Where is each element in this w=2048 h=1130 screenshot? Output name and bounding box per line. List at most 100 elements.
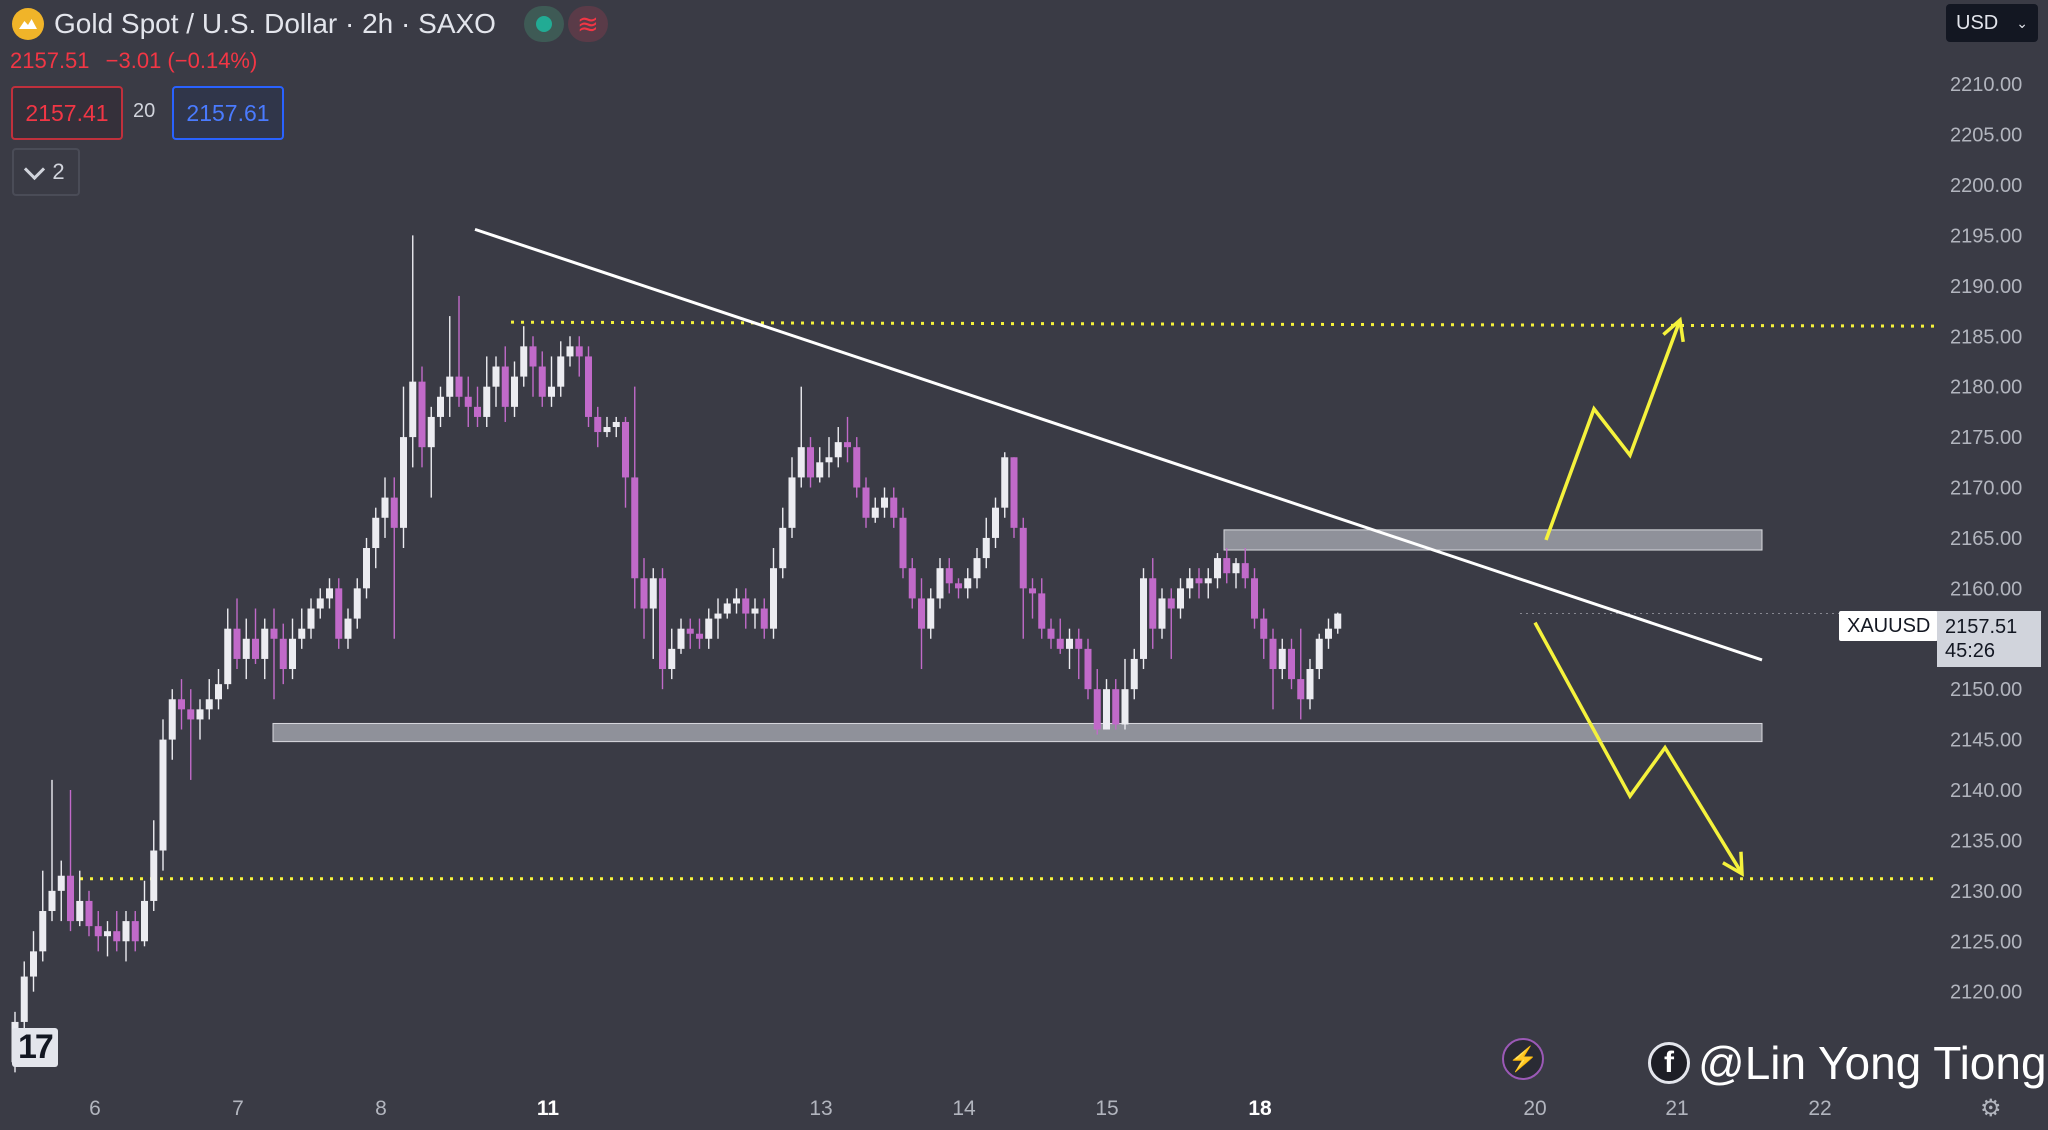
x-axis-tick-label: 14 <box>952 1097 976 1120</box>
candle-body <box>862 487 870 518</box>
y-axis-tick-label: 2205.00 <box>1950 125 2022 147</box>
candle-body <box>520 346 528 377</box>
indicators-toggle[interactable]: 2 <box>12 148 80 196</box>
sell-button[interactable]: 2157.41 <box>11 86 123 140</box>
candle-body <box>557 356 565 387</box>
candle-body <box>585 356 592 417</box>
candle-body <box>215 684 222 700</box>
candle-body <box>529 346 537 367</box>
spread-value: 20 <box>133 100 156 122</box>
candle-body <box>1204 578 1212 584</box>
x-axis-tick-label: 7 <box>232 1097 244 1120</box>
candle-body <box>594 416 602 433</box>
buy-button[interactable]: 2157.61 <box>172 86 284 140</box>
candle-body <box>659 578 666 670</box>
candle-body <box>196 709 204 720</box>
candle-body <box>1056 638 1064 649</box>
candle-body <box>816 462 824 478</box>
candle-body <box>1103 689 1110 730</box>
candle-body <box>751 608 759 614</box>
candle-body <box>733 598 740 604</box>
candle-body <box>400 437 407 528</box>
candle-body <box>890 497 898 518</box>
candle-body <box>48 890 56 912</box>
bullish-scenario-arrow <box>1544 319 1682 541</box>
candle-body <box>631 477 639 579</box>
candle-body <box>326 588 333 599</box>
candle-body <box>344 618 352 639</box>
candle-body <box>1325 628 1332 639</box>
x-axis-tick-label: 18 <box>1248 1097 1272 1120</box>
y-axis-tick-label: 2195.00 <box>1950 225 2022 247</box>
currency-selector[interactable]: USD ⌄ <box>1946 4 2038 42</box>
candle-body <box>603 427 611 433</box>
candle-body <box>1112 689 1120 725</box>
candle-body <box>372 517 380 549</box>
candle-body <box>501 366 509 407</box>
candle-body <box>1223 558 1231 574</box>
candle-body <box>242 638 250 659</box>
candle-body <box>807 447 814 478</box>
candle-body <box>252 638 259 659</box>
candle-body <box>918 598 925 629</box>
x-axis-tick-label: 15 <box>1095 1097 1118 1120</box>
candle-body <box>797 447 805 478</box>
candle-body <box>1177 588 1184 609</box>
candle-body <box>973 558 981 579</box>
candle-body <box>1260 618 1268 639</box>
candle-body <box>1232 563 1240 574</box>
candle-body <box>992 507 999 538</box>
x-axis-tick-label: 8 <box>375 1097 387 1120</box>
candle-body <box>418 381 426 448</box>
candle-body <box>85 900 93 927</box>
candle-body <box>427 416 435 448</box>
candle-body <box>853 447 861 488</box>
wave-icon[interactable]: ≋ <box>567 6 608 42</box>
tradingview-logo-icon[interactable]: 17 <box>12 1028 58 1067</box>
candle-body <box>1149 578 1157 629</box>
candle-body <box>353 588 361 619</box>
candle-body <box>899 517 907 569</box>
candle-body <box>492 366 500 387</box>
candle-body <box>834 442 842 458</box>
candle-body <box>705 618 713 639</box>
candle-body <box>131 921 139 942</box>
candle-body <box>289 638 296 670</box>
candle-body <box>94 926 102 937</box>
x-axis-tick-label: 21 <box>1665 1097 1688 1120</box>
candle-body <box>742 598 750 614</box>
bearish-scenario-arrow <box>1533 621 1744 875</box>
y-axis-tick-label: 2140.00 <box>1950 780 2022 802</box>
candle-body <box>1195 578 1203 584</box>
chevron-down-icon <box>24 158 46 180</box>
candle-body <box>390 497 398 528</box>
candle-body <box>1278 648 1286 670</box>
candle-body <box>686 628 694 634</box>
candle-body <box>1066 638 1073 649</box>
chart-title[interactable]: Gold Spot / U.S. Dollar · 2h · SAXO <box>54 8 496 39</box>
candle-body <box>1158 598 1166 629</box>
settings-icon[interactable]: ⚙ <box>1980 1095 2002 1122</box>
market-status[interactable]: ≋ <box>523 6 608 42</box>
status-dot-icon[interactable] <box>523 6 564 42</box>
candle-body <box>955 583 962 589</box>
y-axis-tick-label: 2185.00 <box>1950 326 2022 348</box>
candle-body <box>205 699 213 710</box>
candle-body <box>612 421 620 428</box>
candle-body <box>233 628 241 659</box>
candle-body <box>677 628 685 649</box>
price-summary: 2157.51 −3.01 (−0.14%) <box>10 48 257 74</box>
price-tag-value: 2157.51 <box>1945 616 2018 638</box>
candle-body <box>779 527 787 569</box>
candle-body <box>113 931 121 942</box>
candle-body <box>298 628 306 639</box>
candle-body <box>168 699 176 740</box>
candle-body <box>39 911 47 952</box>
candle-body <box>649 578 657 609</box>
symbol-label: XAUUSD <box>1839 611 1939 641</box>
y-axis-tick-label: 2125.00 <box>1950 931 2022 953</box>
lightning-icon[interactable]: ⚡ <box>1502 1038 1544 1080</box>
candle-body <box>1075 638 1083 649</box>
candle-body <box>1315 638 1323 670</box>
